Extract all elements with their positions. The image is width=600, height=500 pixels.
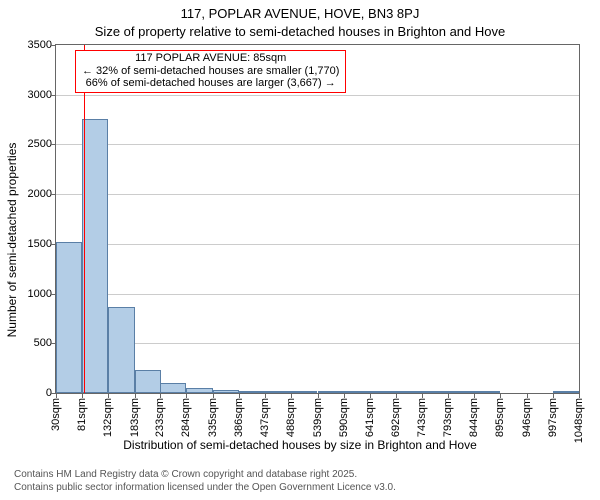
histogram-bar <box>553 391 579 393</box>
x-tick-label: 81sqm <box>76 398 88 431</box>
x-tick-label: 488sqm <box>285 398 297 437</box>
gridline <box>56 95 579 96</box>
histogram-bar <box>82 119 108 393</box>
histogram-bar <box>291 391 317 393</box>
histogram-bar <box>56 242 82 393</box>
y-tick-mark <box>51 294 55 295</box>
x-tick-label: 895sqm <box>494 398 506 437</box>
histogram-bar <box>160 383 186 393</box>
x-tick-label: 641sqm <box>364 398 376 437</box>
y-tick-label: 3500 <box>12 39 52 51</box>
histogram-bar <box>396 391 422 393</box>
y-tick-mark <box>51 45 55 46</box>
y-tick-label: 3000 <box>12 89 52 101</box>
x-tick-label: 437sqm <box>259 398 271 437</box>
x-tick-label: 183sqm <box>129 398 141 437</box>
chart-title-line1: 117, POPLAR AVENUE, HOVE, BN3 8PJ <box>0 6 600 21</box>
property-marker-line <box>84 45 85 393</box>
annotation-line3: 66% of semi-detached houses are larger (… <box>82 77 339 90</box>
x-tick-label: 233sqm <box>154 398 166 437</box>
histogram-bar <box>239 391 265 393</box>
x-tick-label: 386sqm <box>233 398 245 437</box>
annotation-line2: ← 32% of semi-detached houses are smalle… <box>82 65 339 78</box>
x-tick-label: 590sqm <box>338 398 350 437</box>
y-tick-label: 1000 <box>12 288 52 300</box>
x-tick-label: 692sqm <box>390 398 402 437</box>
x-tick-label: 30sqm <box>50 398 62 431</box>
histogram-bar <box>213 390 239 393</box>
y-tick-label: 2500 <box>12 138 52 150</box>
x-tick-label: 946sqm <box>521 398 533 437</box>
footer-line1: Contains HM Land Registry data © Crown c… <box>14 469 396 482</box>
plot-area <box>55 44 580 394</box>
chart-title-line2: Size of property relative to semi-detach… <box>0 24 600 39</box>
histogram-bar <box>370 391 396 393</box>
x-tick-label: 1048sqm <box>573 398 585 443</box>
annotation-box: 117 POPLAR AVENUE: 85sqm← 32% of semi-de… <box>75 50 346 93</box>
gridline <box>56 244 579 245</box>
footer-attribution: Contains HM Land Registry data © Crown c… <box>14 469 396 494</box>
y-tick-label: 0 <box>12 387 52 399</box>
histogram-bar <box>448 391 474 393</box>
y-tick-mark <box>51 144 55 145</box>
x-tick-label: 539sqm <box>312 398 324 437</box>
chart-container: 117, POPLAR AVENUE, HOVE, BN3 8PJ Size o… <box>0 0 600 500</box>
y-tick-label: 2000 <box>12 188 52 200</box>
x-tick-label: 284sqm <box>180 398 192 437</box>
footer-line2: Contains public sector information licen… <box>14 482 396 495</box>
gridline <box>56 194 579 195</box>
x-tick-label: 335sqm <box>207 398 219 437</box>
histogram-bar <box>474 391 500 393</box>
y-tick-label: 500 <box>12 337 52 349</box>
histogram-bar <box>265 391 291 393</box>
histogram-bar <box>422 391 448 393</box>
y-tick-mark <box>51 95 55 96</box>
y-tick-label: 1500 <box>12 238 52 250</box>
y-tick-mark <box>51 244 55 245</box>
histogram-bar <box>135 370 161 393</box>
gridline <box>56 144 579 145</box>
x-axis-label: Distribution of semi-detached houses by … <box>0 438 600 452</box>
histogram-bar <box>108 307 134 394</box>
x-tick-label: 743sqm <box>416 398 428 437</box>
x-tick-label: 132sqm <box>102 398 114 437</box>
x-tick-label: 997sqm <box>547 398 559 437</box>
histogram-bar <box>344 391 370 393</box>
histogram-bar <box>318 391 344 393</box>
histogram-bar <box>186 388 212 393</box>
x-tick-label: 793sqm <box>442 398 454 437</box>
gridline <box>56 294 579 295</box>
annotation-line1: 117 POPLAR AVENUE: 85sqm <box>82 52 339 65</box>
y-tick-mark <box>51 393 55 394</box>
x-tick-label: 844sqm <box>468 398 480 437</box>
y-tick-mark <box>51 343 55 344</box>
y-tick-mark <box>51 194 55 195</box>
